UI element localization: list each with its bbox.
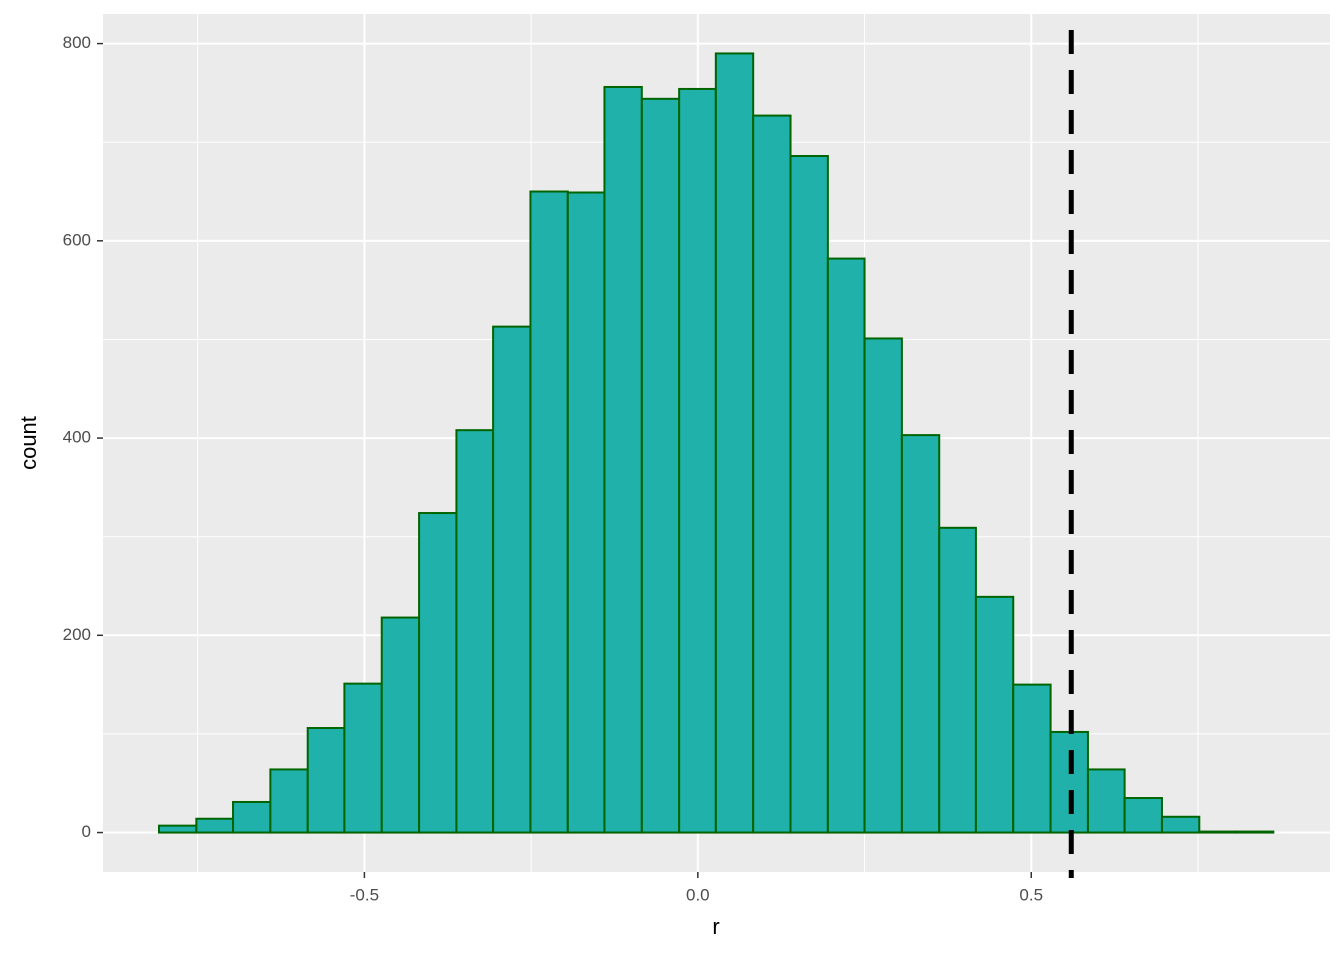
bar: [640, 97, 681, 834]
x-tick-label: -0.5: [350, 885, 379, 904]
bar: [714, 52, 755, 834]
x-tick-label: 0.5: [1019, 885, 1043, 904]
bar: [529, 190, 569, 834]
bar: [492, 325, 532, 834]
y-axis-title: count: [16, 416, 41, 470]
bar: [343, 682, 383, 834]
y-tick-label: 400: [63, 428, 91, 447]
x-axis-title: r: [712, 914, 719, 939]
bar: [1198, 830, 1237, 834]
bar: [789, 155, 829, 834]
bar: [826, 257, 866, 834]
bar: [938, 526, 977, 834]
bar: [974, 595, 1015, 834]
bar: [380, 616, 421, 834]
y-tick-label: 200: [63, 625, 91, 644]
x-tick-label: 0.0: [686, 885, 710, 904]
bar: [1012, 683, 1052, 834]
bar: [1123, 797, 1163, 834]
bar: [1160, 815, 1201, 834]
bar: [455, 429, 495, 834]
bar: [900, 434, 941, 834]
y-tick-label: 0: [82, 822, 91, 841]
bar: [195, 817, 235, 834]
bar: [306, 727, 346, 834]
bar: [566, 191, 606, 834]
y-tick-label: 600: [63, 230, 91, 249]
bar: [603, 85, 643, 834]
bar: [232, 800, 272, 834]
bar: [1086, 768, 1126, 834]
bar: [863, 337, 903, 834]
bar: [418, 512, 458, 834]
bar: [158, 824, 198, 834]
bar: [1049, 730, 1089, 834]
y-tick-label: 800: [63, 33, 91, 52]
bar: [678, 87, 717, 834]
bar: [1234, 830, 1275, 834]
bar: [752, 114, 792, 834]
bar: [269, 768, 309, 834]
